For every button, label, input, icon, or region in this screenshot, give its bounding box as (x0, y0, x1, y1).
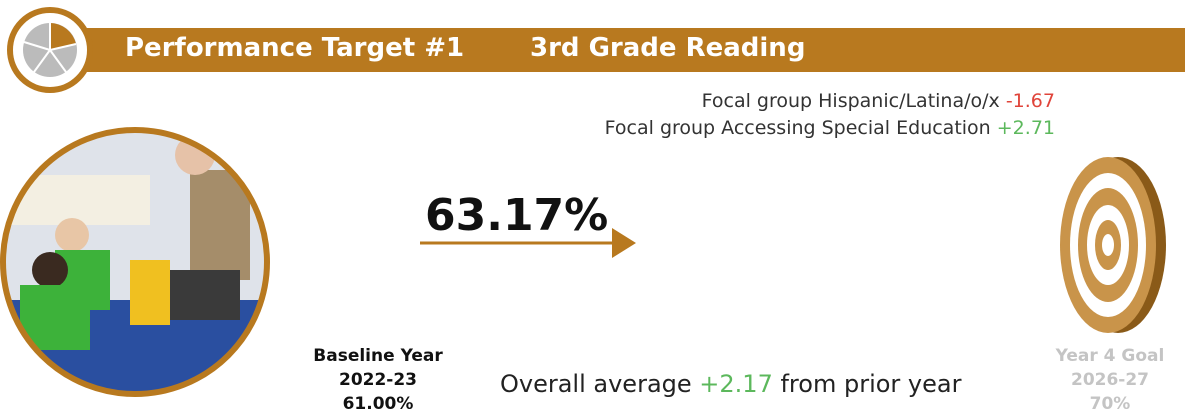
header-title: Performance Target #1 (125, 33, 465, 63)
pie-lines (23, 23, 77, 73)
overall-line: Overall average +2.17 from prior year (500, 370, 961, 398)
target-icon (1060, 157, 1166, 333)
goal-label: Year 4 Goal (1055, 346, 1165, 366)
arrow-head (612, 228, 636, 258)
focal-change: -1.67 (1005, 90, 1055, 112)
overall-suffix: from prior year (780, 370, 962, 398)
current-value: 63.17% (425, 190, 609, 241)
baseline-value: 61.00% (342, 394, 414, 414)
focal-label: Focal group Accessing Special Education (604, 117, 991, 139)
header-bar (60, 28, 1185, 72)
goal-value: 70% (1089, 394, 1131, 414)
pie-wedge (50, 23, 76, 50)
baseline-label: Baseline Year (313, 346, 443, 366)
photo (3, 130, 267, 394)
focal-line: Focal group Accessing Special Education … (605, 117, 1055, 139)
focal-line: Focal group Hispanic/Latina/o/x -1.67 (702, 90, 1055, 112)
focal-change: +2.71 (996, 117, 1055, 139)
goal-year: 2026-27 (1070, 370, 1150, 390)
overall-prefix: Overall average (500, 370, 692, 398)
baseline-year: 2022-23 (338, 370, 418, 390)
overall-change: +2.17 (699, 370, 773, 398)
header-subtitle: 3rd Grade Reading (530, 33, 806, 63)
photo-ring (0, 127, 270, 397)
focal-label: Focal group Hispanic/Latina/o/x (701, 90, 1000, 112)
